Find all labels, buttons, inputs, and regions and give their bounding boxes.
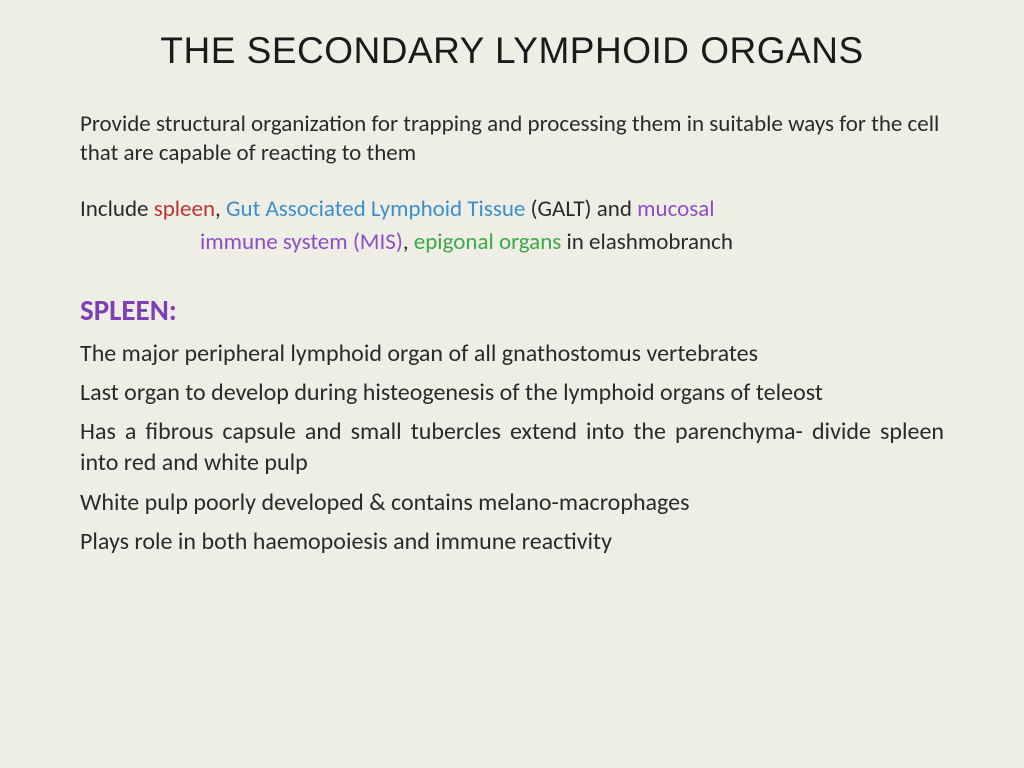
include-comma1: , xyxy=(215,195,226,223)
term-mis: immune system (MIS) xyxy=(200,228,403,256)
include-galt-paren: (GALT) and xyxy=(525,195,637,223)
term-mucosal: mucosal xyxy=(637,195,714,223)
slide-title: THE SECONDARY LYMPHOID ORGANS xyxy=(80,30,944,72)
include-line-2: immune system (MIS), epigonal organs in … xyxy=(80,228,944,257)
spleen-line-2: Last organ to develop during histeogenes… xyxy=(80,377,944,408)
include-line-1: Include spleen, Gut Associated Lymphoid … xyxy=(80,195,944,224)
include-comma2: , xyxy=(403,228,414,256)
spleen-line-3: Has a fibrous capsule and small tubercle… xyxy=(80,416,944,478)
term-epigonal: epigonal organs xyxy=(414,228,562,256)
spleen-line-1: The major peripheral lymphoid organ of a… xyxy=(80,338,944,369)
intro-paragraph: Provide structural organization for trap… xyxy=(80,110,944,169)
term-spleen: spleen xyxy=(154,195,215,223)
include-prefix: Include xyxy=(80,195,154,223)
spleen-line-5: Plays role in both haemopoiesis and immu… xyxy=(80,526,944,557)
include-tail: in elashmobranch xyxy=(561,228,733,256)
spleen-heading: SPLEEN: xyxy=(80,292,944,328)
spleen-line-4: White pulp poorly developed & contains m… xyxy=(80,487,944,518)
term-galt: Gut Associated Lymphoid Tissue xyxy=(226,195,525,223)
